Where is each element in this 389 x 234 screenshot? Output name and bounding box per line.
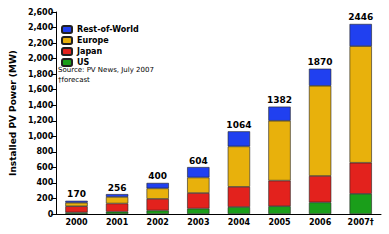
svg-text:†forecast: †forecast	[58, 76, 90, 84]
svg-text:2,200: 2,200	[28, 39, 54, 48]
svg-text:Rest-of-World: Rest-of-World	[77, 25, 139, 34]
svg-text:US: US	[77, 58, 89, 67]
svg-text:1064: 1064	[226, 120, 251, 130]
svg-text:0: 0	[48, 210, 54, 219]
svg-text:400: 400	[148, 171, 167, 181]
svg-text:2003: 2003	[187, 218, 209, 227]
svg-text:600: 600	[37, 163, 54, 172]
svg-text:Installed PV Power (MW): Installed PV Power (MW)	[8, 50, 18, 176]
svg-text:2001: 2001	[106, 218, 129, 227]
svg-text:1382: 1382	[267, 95, 292, 105]
svg-text:1,400: 1,400	[28, 101, 54, 110]
svg-text:2446: 2446	[348, 12, 373, 22]
svg-text:170: 170	[67, 189, 86, 199]
svg-text:2005: 2005	[268, 218, 291, 227]
svg-text:1,000: 1,000	[28, 132, 54, 141]
svg-text:Japan: Japan	[76, 47, 103, 56]
svg-text:1870: 1870	[308, 57, 333, 67]
svg-text:400: 400	[37, 178, 54, 187]
svg-text:256: 256	[108, 183, 127, 193]
svg-text:Source: PV News, July 2007: Source: PV News, July 2007	[58, 66, 154, 74]
svg-text:1,800: 1,800	[28, 70, 54, 79]
svg-text:604: 604	[189, 156, 208, 166]
svg-text:800: 800	[37, 147, 54, 156]
svg-text:2,600: 2,600	[28, 8, 54, 17]
svg-text:2002: 2002	[147, 218, 169, 227]
svg-text:2,000: 2,000	[28, 54, 54, 63]
svg-text:Europe: Europe	[77, 36, 109, 45]
svg-text:1,200: 1,200	[28, 116, 54, 125]
svg-text:2,400: 2,400	[28, 23, 54, 32]
svg-text:1,600: 1,600	[28, 85, 54, 94]
svg-text:2000: 2000	[65, 218, 88, 227]
svg-text:2007†: 2007†	[348, 218, 374, 227]
svg-text:200: 200	[37, 194, 54, 203]
svg-text:2004: 2004	[228, 218, 251, 227]
svg-text:2006: 2006	[309, 218, 332, 227]
